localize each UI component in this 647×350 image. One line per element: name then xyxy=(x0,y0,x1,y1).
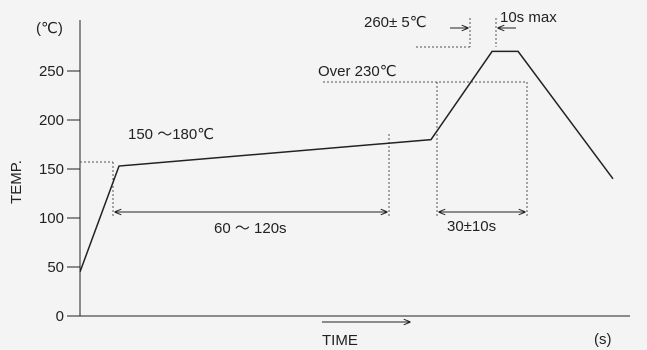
x-axis-label: TIME xyxy=(322,332,358,349)
y-tick-label: 100 xyxy=(39,210,64,227)
guide-lines xyxy=(80,18,528,218)
preheat-temp-label: 150 ～180℃ xyxy=(128,126,214,143)
y-tick-label: 150 xyxy=(39,161,64,178)
x-unit: (s) xyxy=(594,331,612,348)
temperature-profile-line xyxy=(79,50,614,273)
peak-time-label: 10s max xyxy=(500,9,557,26)
y-axis-label: TEMP. xyxy=(8,160,25,204)
y-ticks: 0 50 100 150 200 250 xyxy=(39,63,80,325)
over-temp-label: Over 230℃ xyxy=(318,63,397,80)
preheat-time-label: 60 ～ 120s xyxy=(214,220,287,237)
y-tick-label: 0 xyxy=(56,308,64,325)
y-tick-label: 250 xyxy=(39,63,64,80)
y-tick-label: 200 xyxy=(39,112,64,129)
y-unit: (℃) xyxy=(36,20,63,37)
over-time-label: 30±10s xyxy=(447,218,496,235)
y-tick-label: 50 xyxy=(47,259,64,276)
peak-temp-label: 260± 5℃ xyxy=(364,14,427,31)
